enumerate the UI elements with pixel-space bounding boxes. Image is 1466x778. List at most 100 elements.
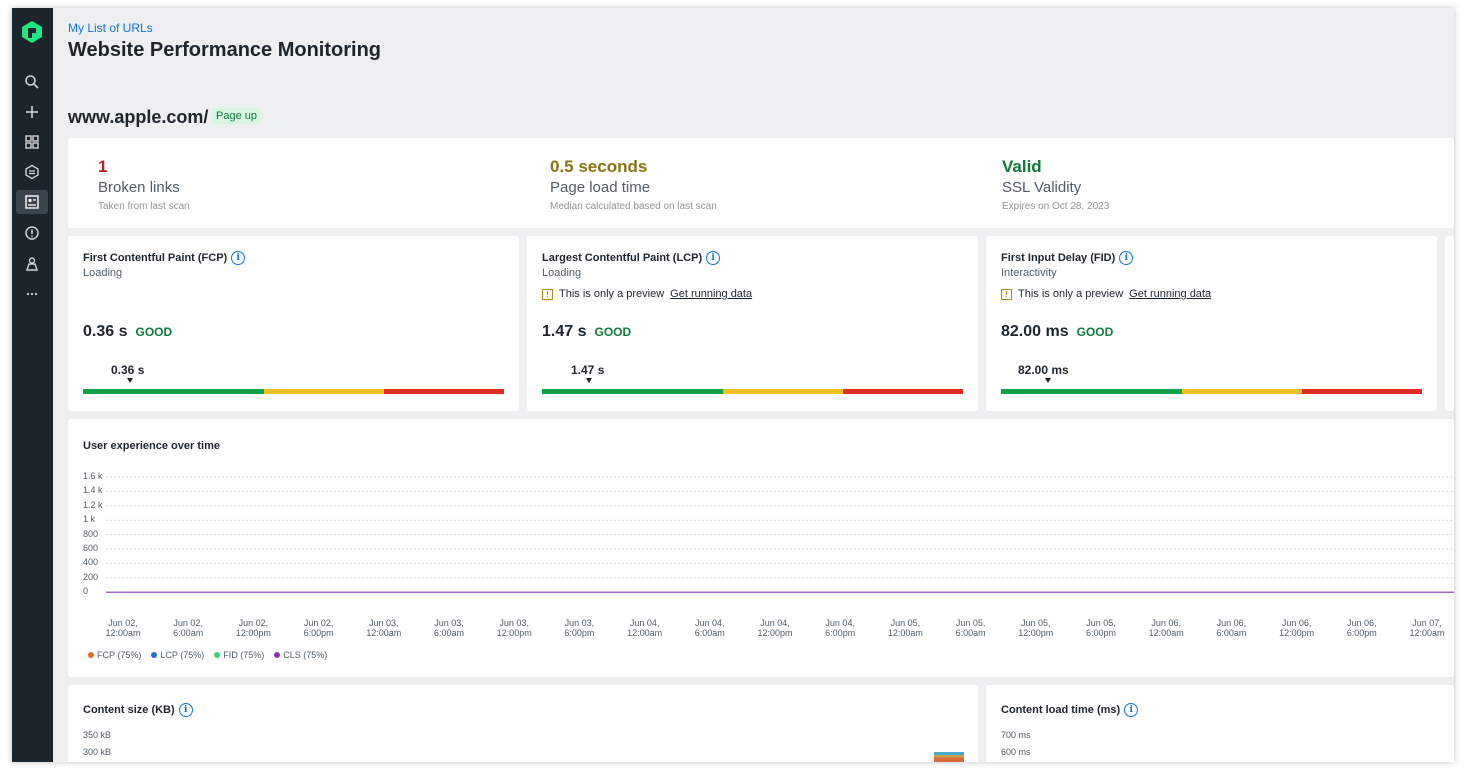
user-icon[interactable] [20, 252, 44, 276]
ux-xtick: Jun 03, 12:00pm [496, 618, 532, 638]
plus-icon[interactable] [20, 100, 44, 124]
sidebar [12, 8, 53, 762]
fid-value: 82.00 ms [1001, 323, 1069, 340]
ux-xtick: Jun 05, 6:00pm [1085, 618, 1117, 638]
ux-legend: FCP (75%) LCP (75%) FID (75%) CLS (75%) [88, 650, 327, 660]
ux-xtick: Jun 04, 12:00pm [757, 618, 793, 638]
ux-xtick: Jun 07, 12:00am [1409, 618, 1445, 638]
layers-icon[interactable] [20, 160, 44, 184]
ux-ytick: 400 [83, 557, 99, 568]
lcp-category: Loading [542, 267, 582, 279]
fcp-value: 0.36 s [83, 323, 128, 340]
ux-xtick: Jun 02, 6:00pm [303, 618, 334, 638]
main-content: My List of URLs Website Performance Moni… [53, 8, 1454, 762]
warning-icon: ! [542, 288, 553, 300]
lcp-rating: GOOD [594, 325, 632, 339]
fid-marker-label: 82.00 ms [1018, 363, 1069, 377]
lcp-preview-text: This is only a preview [559, 288, 665, 300]
page-title: Website Performance Monitoring [68, 39, 382, 61]
fcp-card: First Contentful Paint (FCP) i Loading 0.… [68, 236, 519, 411]
content-load-title: Content load time (ms) [1001, 704, 1121, 716]
fid-category: Interactivity [1001, 267, 1057, 279]
fid-preview-text: This is only a preview [1018, 288, 1124, 300]
info-icon[interactable]: i [178, 703, 193, 717]
logo-icon[interactable] [20, 20, 44, 44]
ux-xtick: Jun 05, 12:00pm [1018, 618, 1054, 638]
ux-ytick: 1 k [83, 514, 96, 525]
ux-xtick: Jun 03, 6:00am [433, 618, 465, 638]
partial-card [1445, 236, 1454, 411]
get-running-data-link[interactable]: Get running data [1129, 288, 1212, 300]
search-icon[interactable] [20, 70, 44, 94]
info-icon[interactable]: i [706, 251, 721, 265]
broken-links-value: 1 [98, 157, 108, 176]
fid-rating: GOOD [1076, 325, 1114, 339]
content-load-card: Content load time (ms) i 700 ms 600 ms [986, 685, 1454, 762]
ux-chart-plot [106, 476, 1454, 593]
ux-xtick: Jun 03, 6:00pm [564, 618, 595, 638]
ssl-value: Valid [1002, 157, 1042, 176]
lcp-value: 1.47 s [542, 323, 587, 340]
ssl-label: SSL Validity [1002, 179, 1082, 196]
fid-range-bar [1001, 389, 1422, 394]
ux-ytick: 0 [83, 586, 89, 597]
site-url: www.apple.com/ [68, 107, 209, 127]
ux-xtick: Jun 06, 6:00pm [1346, 618, 1377, 638]
legend-dot-icon [274, 652, 281, 658]
ux-ytick: 1.2 k [83, 499, 103, 510]
content-size-card: Content size (KB) i 350 kB 300 kB [68, 685, 978, 762]
fid-title: First Input Delay (FID) [1001, 252, 1116, 264]
content-load-ytick: 600 ms [1001, 747, 1031, 757]
info-icon[interactable]: i [231, 251, 246, 265]
ux-xtick: Jun 06, 6:00am [1216, 618, 1247, 638]
ux-legend-item[interactable]: LCP (75%) [151, 650, 204, 660]
ux-xtick: Jun 04, 12:00am [627, 618, 663, 638]
ux-legend-item[interactable]: FCP (75%) [88, 650, 141, 660]
ux-xtick: Jun 03, 12:00am [366, 618, 402, 638]
page-load-sub: Median calculated based on last scan [550, 201, 717, 212]
legend-dot-icon [214, 652, 221, 658]
fcp-range-bar [83, 389, 504, 394]
ux-legend-item[interactable]: CLS (75%) [274, 650, 327, 660]
ssl-sub: Expires on Oct 28, 2023 [1002, 201, 1110, 212]
monitor-icon[interactable] [16, 190, 48, 214]
lcp-card: Largest Contentful Paint (LCP) i Loading … [527, 236, 978, 411]
page-load-label: Page load time [550, 179, 651, 196]
content-size-ytick: 300 kB [83, 747, 112, 757]
ux-xtick: Jun 06, 12:00am [1148, 618, 1184, 638]
broken-links-label: Broken links [98, 179, 180, 196]
legend-dot-icon [151, 652, 158, 658]
ux-legend-item[interactable]: FID (75%) [214, 650, 264, 660]
ux-ytick: 200 [83, 571, 99, 582]
ux-ytick: 800 [83, 528, 99, 539]
ux-xtick: Jun 02, 6:00am [173, 618, 204, 638]
fcp-marker-label: 0.36 s [111, 363, 145, 377]
get-running-data-link[interactable]: Get running data [670, 288, 753, 300]
fid-marker [1045, 378, 1051, 383]
ux-xtick: Jun 04, 6:00am [694, 618, 725, 638]
ux-xtick: Jun 02, 12:00am [105, 618, 141, 638]
warning-icon: ! [1001, 288, 1012, 300]
lcp-title: Largest Contentful Paint (LCP) [542, 252, 703, 264]
ux-ytick: 600 [83, 543, 99, 553]
content-size-title: Content size (KB) [83, 704, 175, 716]
grid-icon[interactable] [20, 130, 44, 154]
info-icon[interactable]: i [1124, 703, 1139, 717]
fcp-marker [127, 378, 133, 383]
ux-xtick: Jun 02, 12:00pm [235, 618, 271, 638]
ux-chart-card: User experience over time 1.6 k 1.4 k 1.2 … [68, 419, 1454, 677]
info-icon[interactable]: i [1119, 251, 1134, 265]
ux-xtick: Jun 05, 12:00am [887, 618, 923, 638]
alert-icon[interactable] [20, 221, 44, 245]
lcp-range-bar [542, 389, 963, 394]
fcp-rating: GOOD [135, 325, 173, 339]
content-size-bar [934, 752, 964, 762]
content-load-ytick: 700 ms [1001, 730, 1031, 740]
lcp-marker-label: 1.47 s [571, 363, 605, 377]
ux-xtick: Jun 05, 6:00am [955, 618, 986, 638]
ux-ytick: 1.4 k [83, 485, 103, 496]
breadcrumb[interactable]: My List of URLs [68, 21, 153, 35]
more-icon[interactable] [20, 282, 44, 306]
ux-chart-title: User experience over time [83, 440, 220, 452]
ux-xtick: Jun 06, 12:00pm [1279, 618, 1315, 638]
